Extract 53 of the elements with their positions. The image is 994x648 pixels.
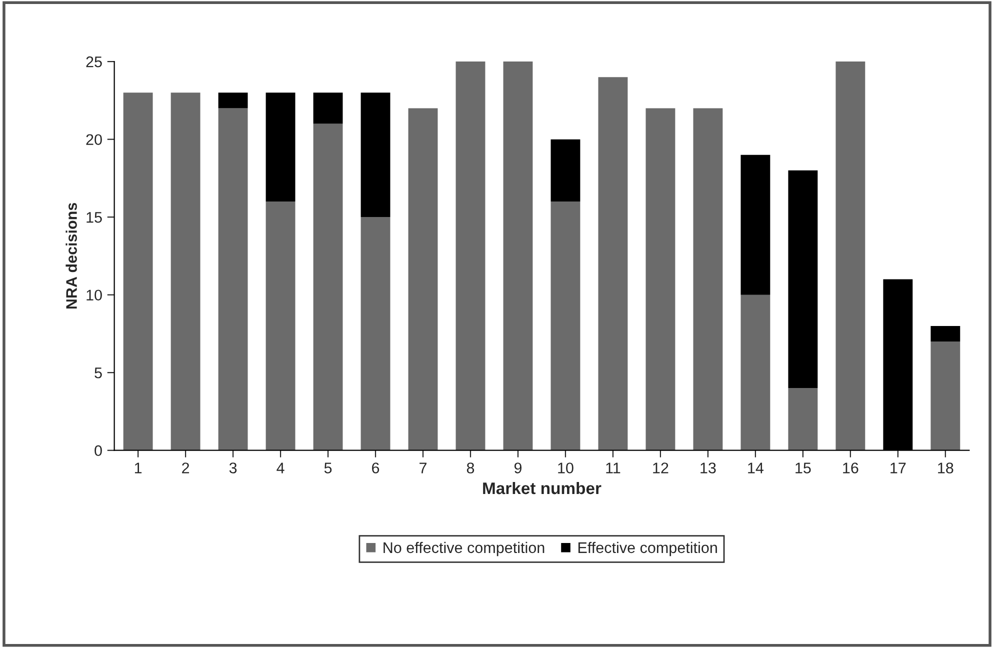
bar (930, 341, 960, 450)
bar (646, 108, 676, 450)
bar (266, 92, 296, 202)
x-tick-label: 3 (229, 462, 237, 474)
y-tick-label: 5 (94, 368, 102, 378)
y-tick-label: 0 (94, 445, 102, 456)
x-tick-label: 5 (324, 462, 332, 474)
bar (836, 62, 866, 450)
x-tick-label: 4 (276, 462, 284, 474)
x-tick-label: 8 (466, 462, 474, 474)
bar (170, 92, 200, 450)
x-tick-label: 14 (748, 462, 764, 474)
bar (408, 108, 438, 450)
bar (550, 139, 580, 202)
bar (503, 62, 533, 450)
x-tick-label: 12 (653, 462, 668, 474)
bar (266, 202, 296, 450)
x-tick-label: 10 (558, 462, 574, 474)
bar (218, 92, 248, 108)
bar (360, 92, 390, 218)
x-tick-label: 6 (372, 462, 380, 474)
bar (456, 62, 486, 450)
x-tick-label: 15 (796, 462, 811, 474)
x-tick-label: 2 (182, 462, 190, 474)
bar (693, 108, 723, 450)
bar (788, 388, 818, 450)
y-tick-label: 25 (86, 56, 102, 68)
bar (218, 108, 248, 450)
x-tick-label: 1 (134, 462, 142, 474)
x-tick-label: 7 (420, 462, 426, 474)
x-tick-label: 11 (606, 462, 620, 474)
bar (740, 154, 770, 295)
bar (598, 77, 628, 450)
x-tick-label: 18 (938, 462, 954, 474)
x-tick-label: 9 (514, 462, 522, 474)
bar (550, 202, 580, 450)
bar (313, 92, 343, 124)
x-axis-title: Market number (483, 482, 602, 494)
y-tick-label: 15 (86, 212, 102, 223)
bar (313, 124, 343, 450)
bar (123, 92, 153, 450)
x-tick-label: 16 (843, 462, 858, 474)
bar (788, 170, 818, 388)
x-tick-label: 13 (700, 462, 716, 474)
x-tick-label: 17 (890, 462, 906, 474)
y-tick-label: 20 (86, 134, 102, 146)
y-axis-title: NRA decisions (66, 202, 77, 309)
bar (360, 217, 390, 450)
bar (930, 326, 960, 342)
legend-label: No effective competition (384, 542, 544, 556)
bar (740, 294, 770, 450)
legend-label: Effective competition (578, 542, 717, 556)
y-tick-label: 10 (86, 290, 102, 301)
